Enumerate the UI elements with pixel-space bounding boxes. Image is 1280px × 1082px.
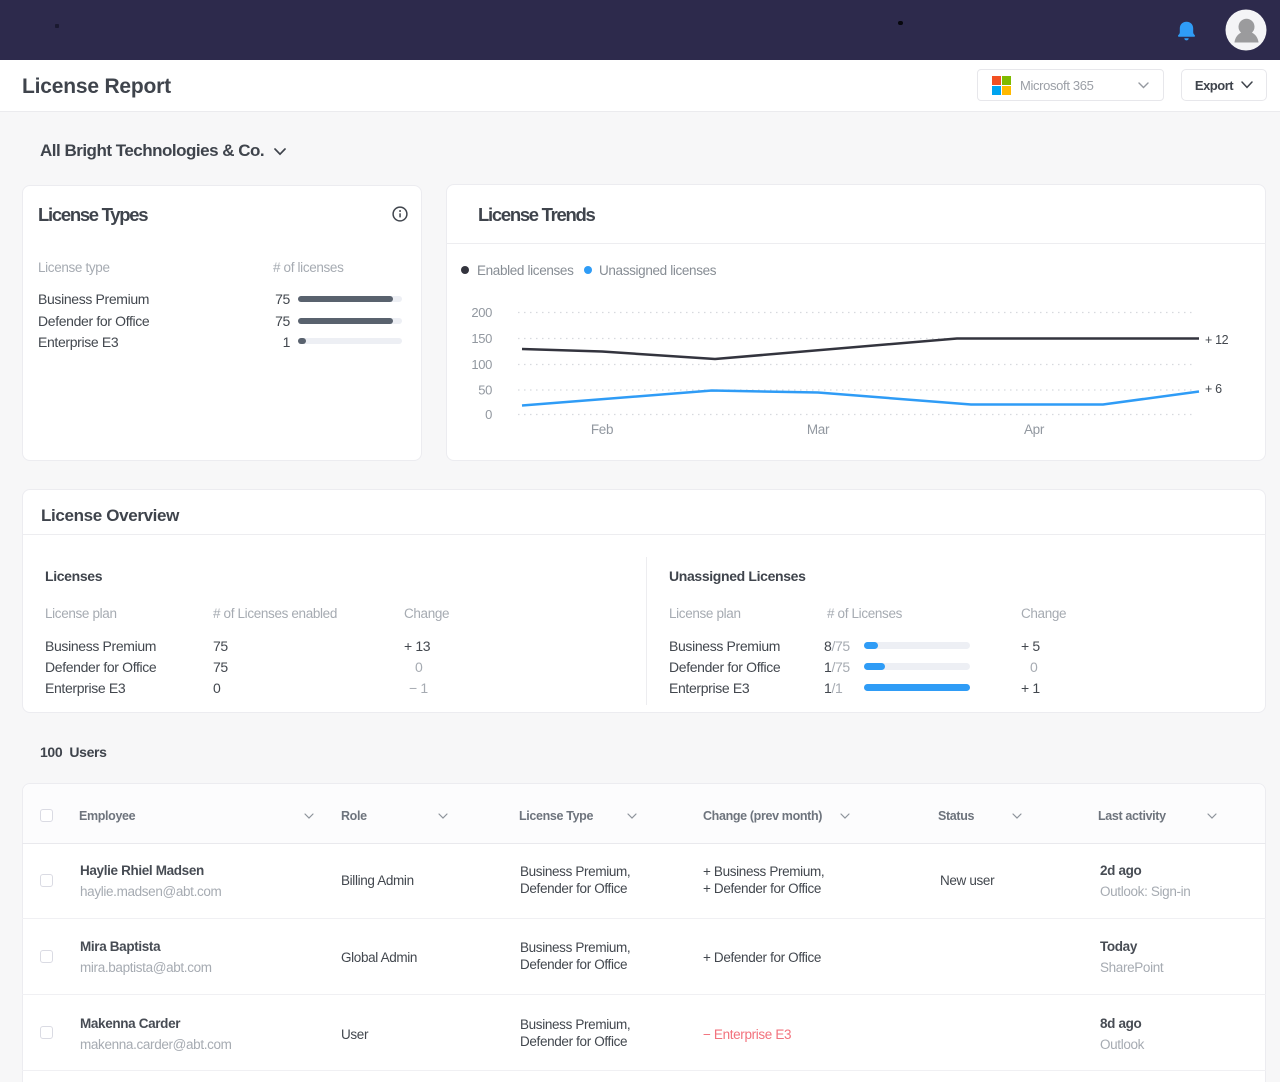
svg-text:0: 0: [485, 407, 492, 422]
svg-text:Mar: Mar: [807, 422, 830, 437]
svg-text:Feb: Feb: [591, 422, 613, 437]
svg-text:100: 100: [471, 357, 492, 372]
svg-text:200: 200: [471, 305, 492, 320]
svg-text:50: 50: [478, 383, 492, 398]
svg-text:+ 6: + 6: [1205, 382, 1222, 396]
svg-text:+ 12: + 12: [1205, 333, 1229, 347]
svg-text:Apr: Apr: [1024, 422, 1045, 437]
svg-text:150: 150: [471, 331, 492, 346]
